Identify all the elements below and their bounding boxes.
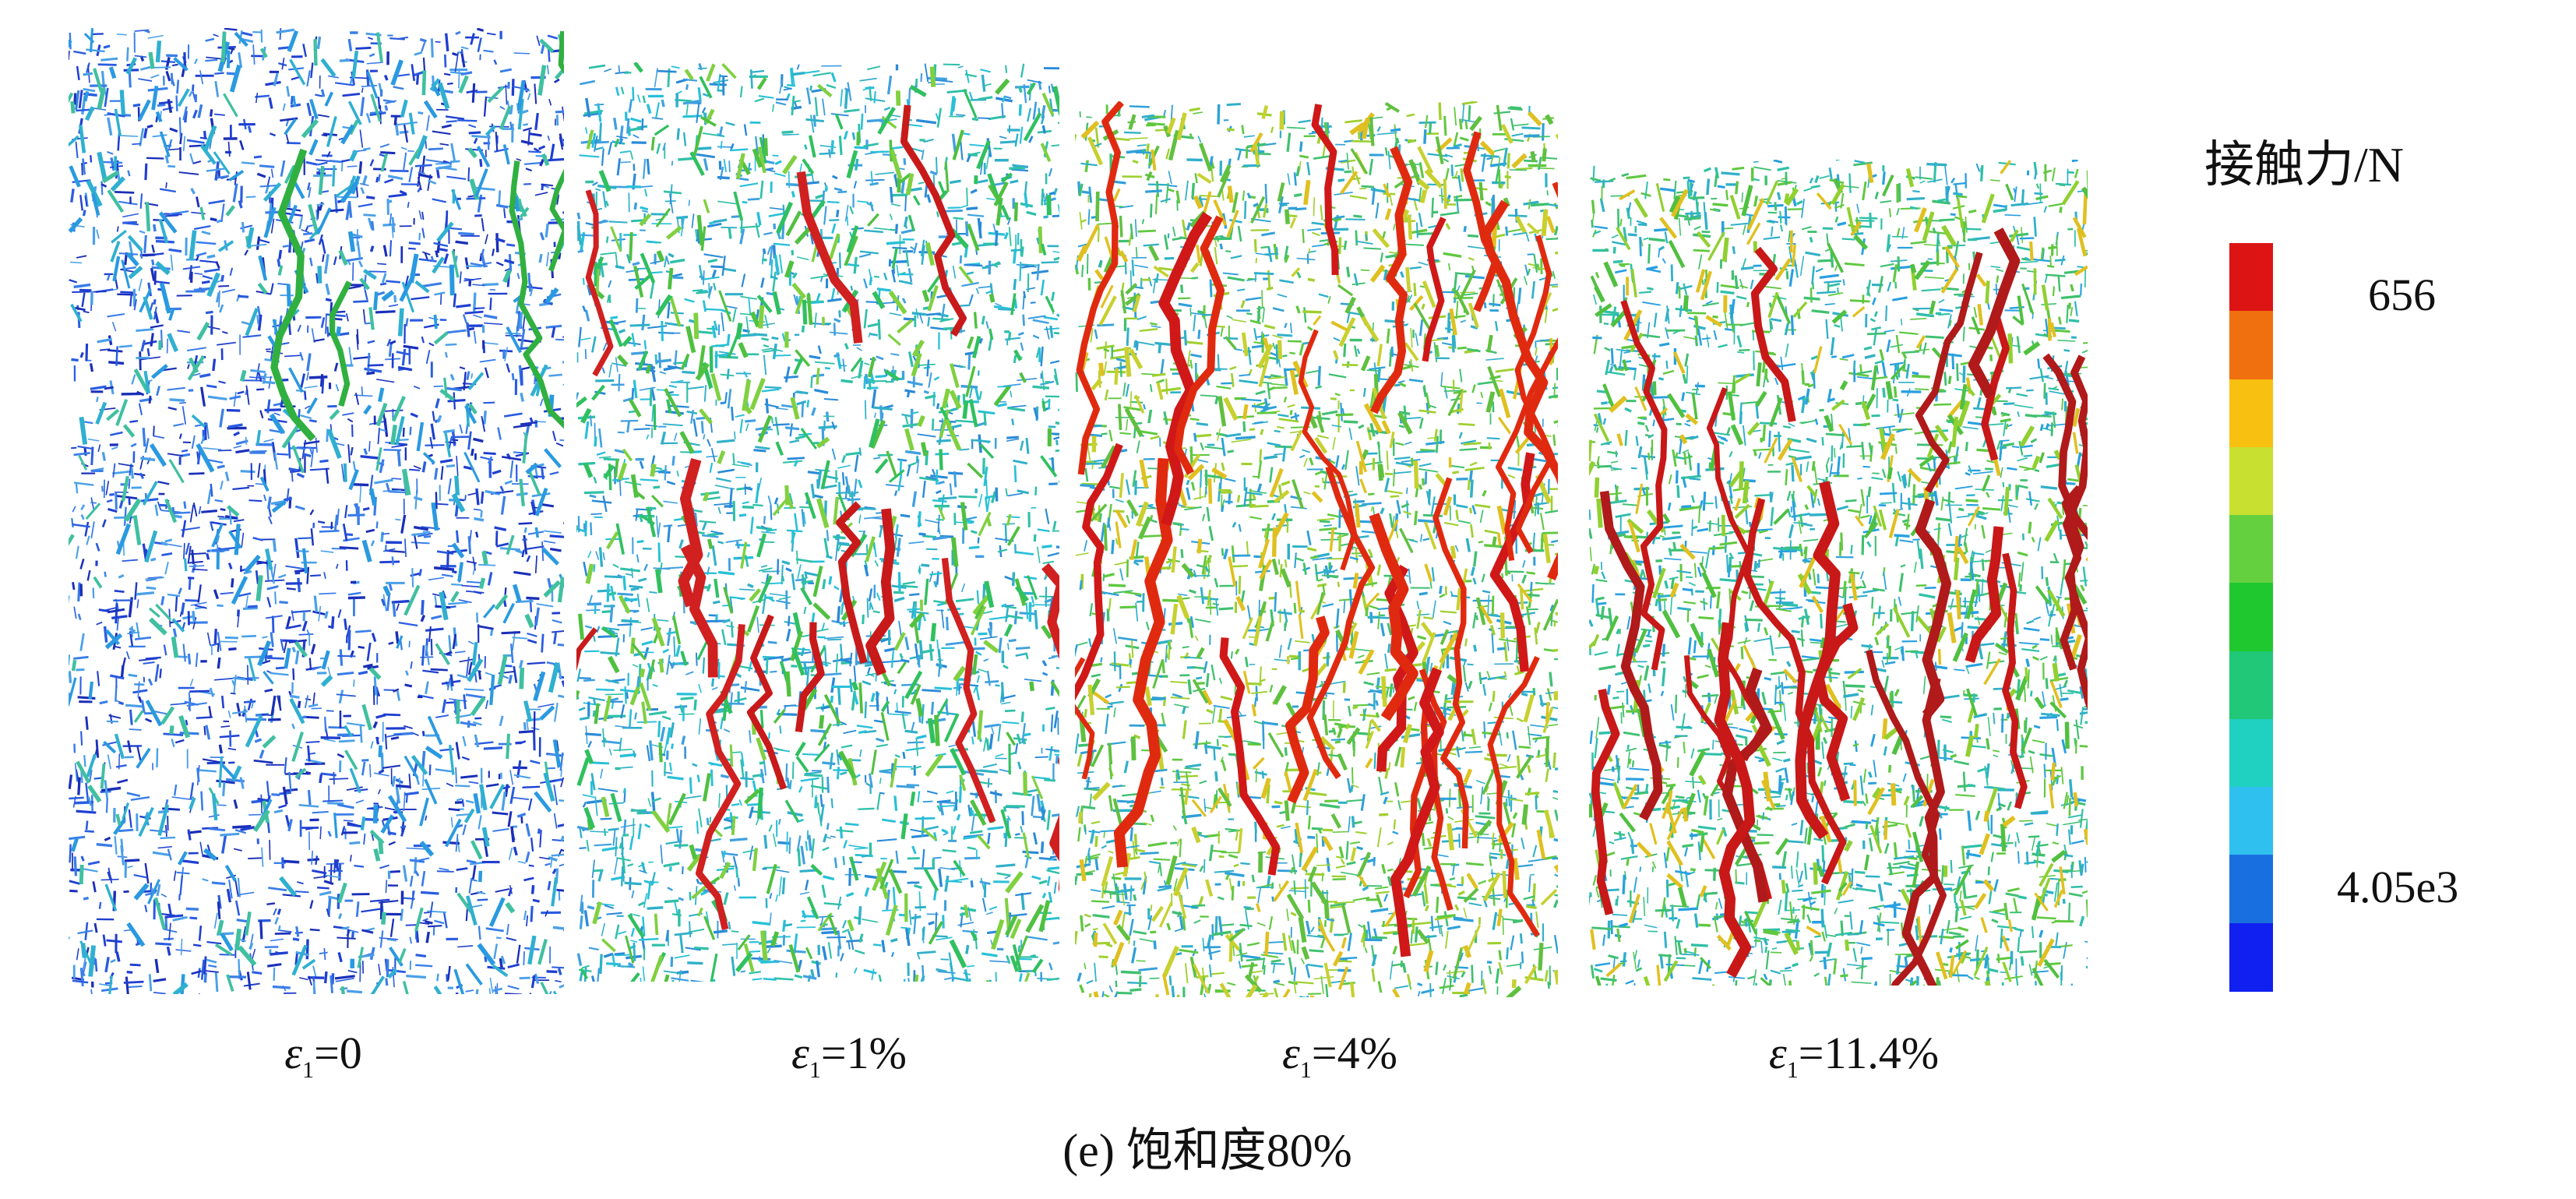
colorbar-segment <box>2229 379 2273 448</box>
force-chain-network-4 <box>1589 160 2088 986</box>
colorbar-segment <box>2229 583 2273 652</box>
force-chain-network-2 <box>576 62 1059 982</box>
colorbar-segment <box>2229 446 2273 517</box>
strain-label-1: ε1=0 <box>284 1028 362 1083</box>
force-chain-network-1 <box>69 28 564 994</box>
force-chain-panel-1 <box>69 28 564 994</box>
force-chain-panel-4 <box>1589 160 2088 986</box>
force-chain-panel-3 <box>1075 101 1558 997</box>
colorbar-segment <box>2229 651 2273 720</box>
colorbar-segment <box>2229 515 2273 584</box>
strain-label-3: ε1=4% <box>1282 1028 1397 1083</box>
force-chain-network-3 <box>1075 101 1558 997</box>
colorbar-title: 接触力/N <box>2204 137 2404 192</box>
colorbar-top-label: 656 <box>2368 270 2436 320</box>
strain-label-2: ε1=1% <box>791 1028 907 1083</box>
strain-label-4: ε1=11.4% <box>1768 1028 1940 1083</box>
colorbar-bottom-label: 4.05e3 <box>2337 862 2459 912</box>
colorbar-segment <box>2229 243 2273 312</box>
force-chain-panel-2 <box>576 62 1059 982</box>
colorbar-segment <box>2229 311 2273 380</box>
figure-caption: (e) 饱和度80% <box>1062 1125 1352 1176</box>
colorbar-segment <box>2229 718 2273 788</box>
colorbar <box>2229 243 2273 992</box>
colorbar-segment <box>2229 855 2273 924</box>
colorbar-segment <box>2229 787 2273 856</box>
colorbar-segment <box>2229 922 2273 992</box>
